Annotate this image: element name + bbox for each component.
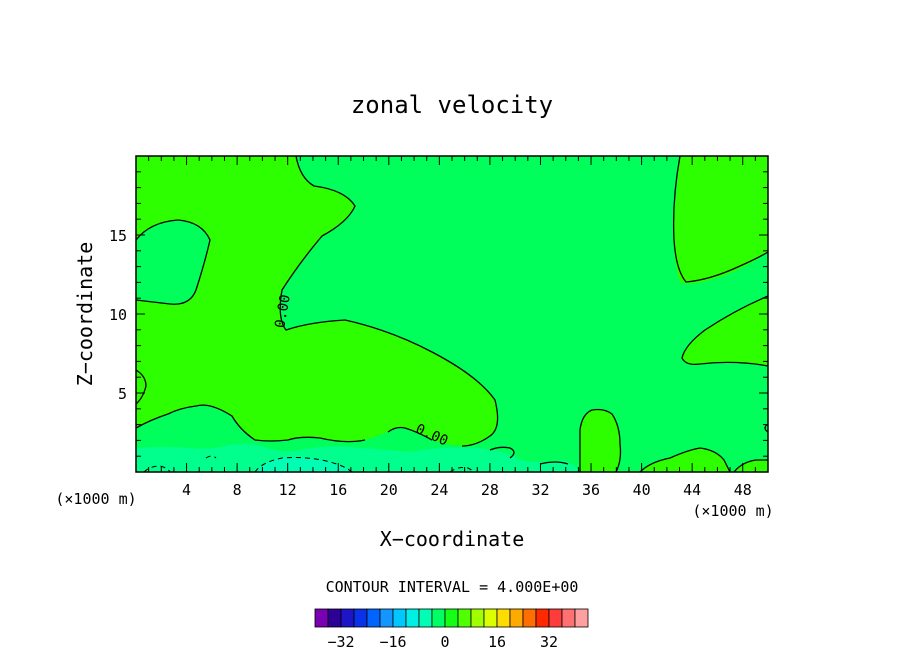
colorbar-swatch (535, 608, 550, 628)
colorbar-swatch (509, 608, 524, 628)
x-tick-label: 20 (380, 481, 398, 499)
x-tick-label: 16 (329, 481, 347, 499)
contour-interval-text: CONTOUR INTERVAL = 4.000E+00 (326, 578, 579, 596)
positive-region-main (136, 156, 498, 446)
positive-region-bottom-36 (580, 409, 621, 472)
bottom-patch-x12 (255, 457, 352, 472)
colorbar-tick-label: −32 (327, 633, 354, 651)
colorbar-swatch (340, 608, 355, 628)
colorbar-swatch (392, 608, 407, 628)
colorbar-swatch (457, 608, 472, 628)
y-tick-label: 5 (118, 385, 127, 403)
x-unit-left: (×1000 m) (55, 490, 136, 508)
bottom-band (136, 444, 580, 472)
x-axis-label: X−coordinate (380, 527, 525, 551)
x-tick-label: 32 (531, 481, 549, 499)
y-tick-label: 15 (109, 227, 127, 245)
positive-region-right-mid (682, 296, 768, 366)
positive-region-left-notch (136, 370, 146, 404)
x-tick-label: 36 (582, 481, 600, 499)
x-tick-label: 4 (182, 481, 191, 499)
colorbar-swatch (483, 608, 498, 628)
colorbar (314, 608, 589, 628)
colorbar-swatch (379, 608, 394, 628)
colorbar-tick-label: 32 (540, 633, 558, 651)
positive-region-bottom-44 (640, 448, 730, 472)
y-axis: 5 10 15 (109, 171, 768, 457)
positive-region-right-top (673, 156, 768, 284)
colorbar-swatch (327, 608, 342, 628)
plot-area: 0.00 0.00 (135, 155, 769, 473)
x-axis: 4 8 12 16 20 24 28 32 36 40 44 48 (148, 156, 756, 499)
colorbar-swatch (314, 608, 329, 628)
colorbar-swatch (522, 608, 537, 628)
colorbar-swatch (431, 608, 446, 628)
x-tick-label: 44 (683, 481, 701, 499)
y-tick-label: 10 (109, 306, 127, 324)
colorbar-swatch (496, 608, 511, 628)
colorbar-ticks: −32 −16 0 16 32 (327, 633, 558, 651)
x-tick-label: 8 (233, 481, 242, 499)
x-tick-label: 12 (279, 481, 297, 499)
colorbar-tick-label: 16 (488, 633, 506, 651)
colorbar-swatch (574, 608, 589, 628)
colorbar-swatch (470, 608, 485, 628)
x-tick-label: 28 (481, 481, 499, 499)
colorbar-swatch (418, 608, 433, 628)
x-tick-label: 40 (633, 481, 651, 499)
chart-title: zonal velocity (351, 91, 553, 119)
x-tick-label: 48 (734, 481, 752, 499)
x-unit-right: (×1000 m) (692, 502, 773, 520)
colorbar-swatch (366, 608, 381, 628)
colorbar-swatch (444, 608, 459, 628)
colorbar-swatch (548, 608, 563, 628)
x-tick-label: 24 (430, 481, 448, 499)
colorbar-tick-label: −16 (379, 633, 406, 651)
contour-label-1: 0.00 (272, 293, 294, 329)
colorbar-swatch (405, 608, 420, 628)
colorbar-swatch (353, 608, 368, 628)
contour-lines (135, 155, 769, 473)
colorbar-swatch (561, 608, 576, 628)
colorbar-tick-label: 0 (440, 633, 449, 651)
y-axis-label: Z−coordinate (73, 242, 97, 387)
dashed-contours (143, 455, 475, 473)
